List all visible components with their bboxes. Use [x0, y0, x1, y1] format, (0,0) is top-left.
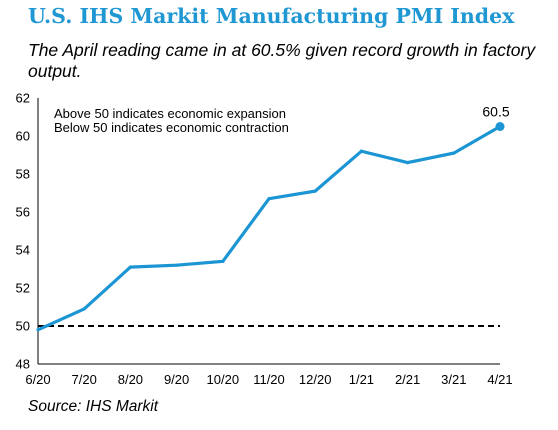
data-point [221, 259, 225, 263]
y-tick-label: 50 [16, 319, 30, 334]
chart-subtitle: The April reading came in at 60.5% given… [28, 40, 536, 81]
data-point [82, 307, 86, 311]
x-tick-label: 8/20 [118, 372, 143, 387]
data-point [267, 197, 271, 201]
y-tick-label: 48 [16, 357, 30, 372]
x-tick-label: 4/21 [487, 372, 512, 387]
x-tick-label: 1/21 [349, 372, 374, 387]
y-tick-labels: 48 50 52 54 56 58 60 62 [16, 91, 30, 372]
x-tick-labels: 6/20 7/20 8/20 9/20 10/20 11/20 12/20 1/21 2/21 3… [25, 372, 512, 387]
x-tick-label: 9/20 [164, 372, 189, 387]
y-tick-label: 56 [16, 205, 30, 220]
data-point [359, 149, 363, 153]
x-tick-label: 3/21 [441, 372, 466, 387]
source-note: Source: IHS Markit [28, 398, 159, 415]
x-tick-label: 10/20 [207, 372, 240, 387]
annotation-contraction: Below 50 indicates economic contraction [54, 120, 289, 135]
series-line [37, 125, 501, 332]
y-tick-label: 58 [16, 167, 30, 182]
x-tick-label: 12/20 [299, 372, 332, 387]
data-point [313, 189, 317, 193]
data-point [36, 328, 40, 332]
x-tick-label: 7/20 [72, 372, 97, 387]
x-tick-label: 6/20 [25, 372, 50, 387]
x-tick-label: 11/20 [253, 372, 285, 387]
x-tick-label: 2/21 [395, 372, 420, 387]
data-point [452, 151, 456, 155]
chart-title: U.S. IHS Markit Manufacturing PMI Index [28, 4, 515, 28]
data-point [406, 161, 410, 165]
data-point-marker [495, 122, 505, 131]
data-label-last: 60.5 [482, 104, 509, 120]
data-point [128, 265, 132, 269]
data-points [36, 122, 505, 332]
y-tick-label: 52 [16, 281, 30, 296]
data-point [175, 263, 179, 267]
annotation-expansion: Above 50 indicates economic expansion [54, 106, 286, 121]
y-tick-label: 54 [16, 243, 30, 258]
y-tick-label: 62 [16, 91, 30, 106]
y-tick-label: 60 [16, 129, 30, 144]
